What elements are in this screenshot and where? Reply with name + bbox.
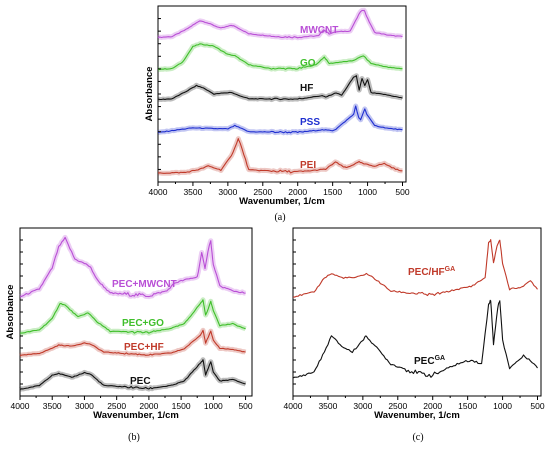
panel-a-xtick-label-2500: 2500 xyxy=(253,187,272,197)
panel-c-label-pec-ga: PECGA xyxy=(414,355,445,367)
panel-c-yticks xyxy=(293,239,296,385)
panel-c-xlabel: Wavenumber, 1/cm xyxy=(374,410,460,421)
panel-c-label-pec-hf-ga: PEC/HFGA xyxy=(408,266,455,278)
panel-c: 4000 3500 3000 2500 2000 1500 1000 500 PEC/HFGA… xyxy=(284,227,545,443)
panel-a-series xyxy=(156,7,404,176)
panel-b-label-pec-mwcnt: PEC+MWCNT xyxy=(112,279,177,290)
panel-a-label-mwcnt: MWCNT xyxy=(300,25,338,36)
panel-c-series-pec xyxy=(292,299,538,379)
panel-a-series-pei xyxy=(157,138,403,174)
panel-a-series-3-halo xyxy=(157,103,404,136)
panel-c-xticks: 4000 3500 3000 2500 2000 1500 1000 500 xyxy=(284,396,545,411)
panel-a-xtick-label-4000: 4000 xyxy=(149,187,168,197)
panel-c-frame xyxy=(292,227,542,397)
panel-b-xtick-label-2000: 2000 xyxy=(139,401,158,411)
panel-c-caption: (c) xyxy=(412,432,423,443)
panel-b: 4000 3500 3000 2500 2000 1500 1000 500 PEC+MWCN… xyxy=(5,227,253,443)
panel-a: 4000 3500 3000 2500 2000 1500 1000 500 MWCNT GO… xyxy=(144,5,410,223)
panel-b-xtick-label-1000: 1000 xyxy=(204,401,223,411)
panel-c-label-pec-hf-ga-sup: GA xyxy=(445,266,456,273)
panel-b-series xyxy=(19,234,247,392)
panel-b-xtick-label-3000: 3000 xyxy=(75,401,94,411)
panel-c-xtick-label-3000: 3000 xyxy=(353,401,372,411)
panel-b-yticks xyxy=(20,239,23,385)
panel-a-xlabel: Wavenumber, 1/cm xyxy=(239,196,325,207)
panel-a-yticks xyxy=(158,18,161,170)
panel-c-series xyxy=(292,239,538,379)
panel-a-xtick-label-2000: 2000 xyxy=(288,187,307,197)
panel-b-xtick-label-2500: 2500 xyxy=(107,401,126,411)
panel-b-series-pec-mwcnt xyxy=(19,236,246,298)
panel-a-label-pei: PEI xyxy=(300,160,316,171)
panel-b-series-pec-go xyxy=(19,299,246,334)
panel-a-series-mwcnt xyxy=(157,9,403,39)
panel-b-series-pec xyxy=(19,359,246,390)
panel-a-xtick-label-3500: 3500 xyxy=(183,187,202,197)
panel-b-ylabel: Absorbance xyxy=(5,285,16,340)
panel-a-xtick-label-3000: 3000 xyxy=(218,187,237,197)
panel-b-xlabel: Wavenumber, 1/cm xyxy=(93,410,179,421)
panel-a-series-hf xyxy=(157,75,403,101)
panel-c-series-pec-hf xyxy=(292,239,538,298)
panel-a-ylabel: Absorbance xyxy=(144,67,155,122)
panel-c-xtick-label-2000: 2000 xyxy=(423,401,442,411)
panel-b-series-pec-hf xyxy=(19,329,246,357)
panel-a-xtick-label-1500: 1500 xyxy=(323,187,342,197)
panel-a-label-pss: PSS xyxy=(300,117,320,128)
panel-a-caption: (a) xyxy=(274,212,285,223)
panel-a-series-4-halo xyxy=(157,136,404,176)
panel-a-frame xyxy=(157,5,407,183)
panel-b-label-pec: PEC xyxy=(130,376,151,387)
panel-a-series-1-halo xyxy=(157,41,404,72)
panel-b-xtick-label-3500: 3500 xyxy=(43,401,62,411)
panel-a-label-hf: HF xyxy=(300,83,313,94)
panel-a-xtick-label-1000: 1000 xyxy=(358,187,377,197)
panel-b-xtick-label-1500: 1500 xyxy=(172,401,191,411)
panel-a-series-go xyxy=(158,43,403,70)
panel-a-xtick-label-500: 500 xyxy=(395,187,409,197)
panel-a-label-go: GO xyxy=(300,58,316,69)
panel-b-label-pec-go: PEC+GO xyxy=(122,318,164,329)
panel-b-xtick-label-500: 500 xyxy=(238,401,252,411)
panel-c-label-pec-ga-sup: GA xyxy=(435,355,446,362)
panel-b-caption: (b) xyxy=(128,432,140,443)
panel-c-xtick-label-4000: 4000 xyxy=(284,401,303,411)
panel-a-series-2-halo xyxy=(157,73,404,103)
panel-c-label-pec-hf-ga-base: PEC/HF xyxy=(408,267,445,278)
panel-b-xtick-label-4000: 4000 xyxy=(11,401,30,411)
panel-a-xticks: 4000 3500 3000 2500 2000 1500 1000 500 xyxy=(149,182,410,197)
panel-c-xtick-label-2500: 2500 xyxy=(388,401,407,411)
panel-c-xtick-label-500: 500 xyxy=(530,401,544,411)
panel-a-series-pss xyxy=(157,105,403,134)
panel-c-label-pec-ga-base: PEC xyxy=(414,356,435,367)
panel-b-xticks: 4000 3500 3000 2500 2000 1500 1000 500 xyxy=(11,396,253,411)
panel-c-xtick-label-3500: 3500 xyxy=(318,401,337,411)
panel-b-label-pec-hf: PEC+HF xyxy=(124,342,164,353)
panel-c-xtick-label-1000: 1000 xyxy=(493,401,512,411)
panel-c-xtick-label-1500: 1500 xyxy=(458,401,477,411)
